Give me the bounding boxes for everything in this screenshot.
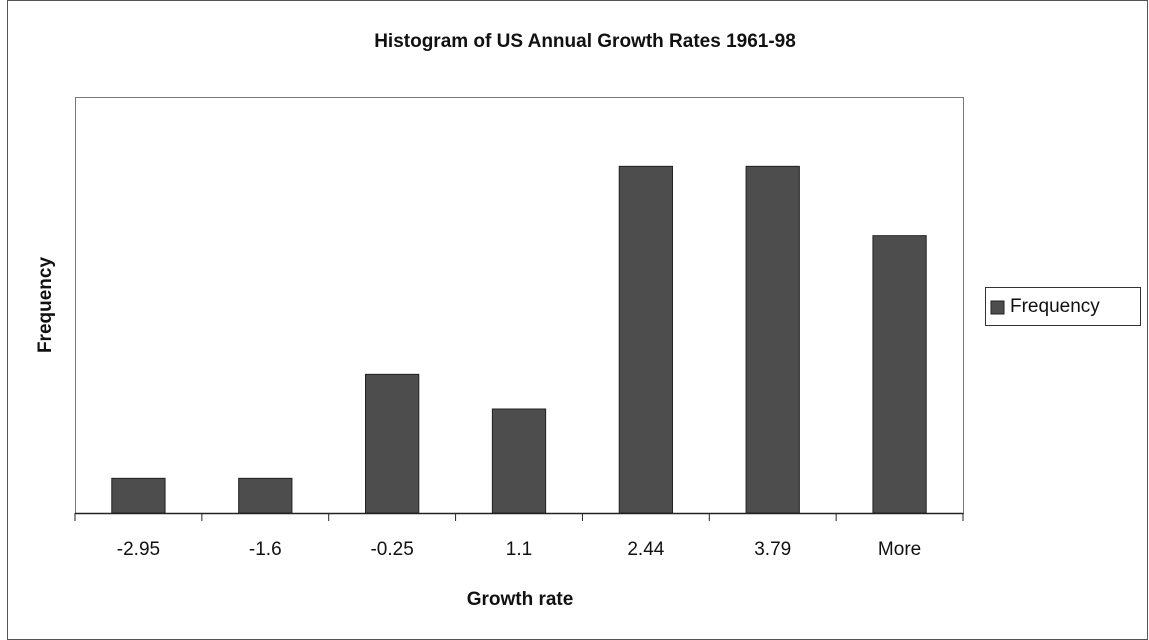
x-tick-label: More	[878, 539, 921, 560]
legend-label: Frequency	[1010, 296, 1100, 317]
x-tick-label: -0.25	[370, 539, 413, 560]
bar	[238, 477, 293, 514]
legend-items: Frequency	[990, 296, 1100, 317]
x-tick-label: -1.6	[249, 539, 282, 560]
x-tick-label: 3.79	[754, 539, 791, 560]
x-tick-label: 2.44	[627, 539, 664, 560]
legend	[985, 287, 1141, 326]
bar	[111, 477, 166, 514]
bar	[618, 165, 673, 514]
x-tick-label: 1.1	[506, 539, 532, 560]
bar	[491, 408, 547, 514]
bars	[111, 165, 927, 514]
bar	[745, 165, 800, 514]
legend-swatch	[990, 300, 1005, 315]
bar	[365, 373, 420, 514]
chart-title: Histogram of US Annual Growth Rates 1961…	[374, 31, 796, 52]
bar	[872, 235, 927, 514]
x-axis-title: Growth rate	[467, 589, 574, 610]
y-axis-title: Frequency	[35, 257, 56, 354]
x-tick-label: -2.95	[117, 539, 160, 560]
